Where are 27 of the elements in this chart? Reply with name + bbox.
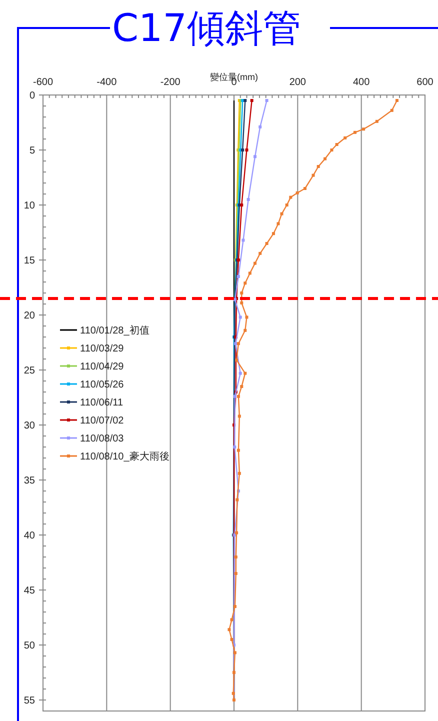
x-tick-label: -200 bbox=[160, 77, 181, 88]
y-tick-label: 25 bbox=[24, 366, 36, 376]
legend-label: 110/07/02 bbox=[80, 416, 124, 426]
y-tick-label: 55 bbox=[24, 696, 36, 706]
x-tick-label: 600 bbox=[416, 77, 434, 88]
x-tick-label: 200 bbox=[289, 77, 306, 88]
x-tick-label: -400 bbox=[96, 77, 118, 88]
y-tick-label: 15 bbox=[24, 256, 36, 266]
y-tick-label: 45 bbox=[24, 586, 36, 596]
y-tick-label: 35 bbox=[24, 476, 36, 486]
legend-label: 110/08/03 bbox=[80, 434, 124, 444]
y-tick-label: 0 bbox=[29, 90, 36, 102]
y-tick-label: 20 bbox=[24, 310, 36, 322]
y-tick-label: 5 bbox=[29, 146, 36, 156]
x-tick-label: -600 bbox=[32, 77, 54, 88]
y-tick-label: 10 bbox=[24, 200, 36, 212]
x-tick-label: 400 bbox=[352, 77, 370, 88]
chart-title: C17傾斜管 bbox=[112, 6, 302, 50]
legend-label: 110/04/29 bbox=[80, 362, 124, 372]
legend-label: 110/03/29 bbox=[80, 344, 124, 354]
legend-label: 110/05/26 bbox=[80, 380, 124, 390]
legend-label: 110/06/11 bbox=[80, 398, 124, 408]
y-tick-label: 40 bbox=[24, 530, 36, 542]
y-tick-label: 50 bbox=[24, 640, 36, 652]
legend-label: 110/01/28_初值 bbox=[80, 324, 150, 336]
y-tick-label: 30 bbox=[24, 420, 36, 432]
legend-label: 110/08/10_豪大雨後 bbox=[80, 450, 170, 462]
